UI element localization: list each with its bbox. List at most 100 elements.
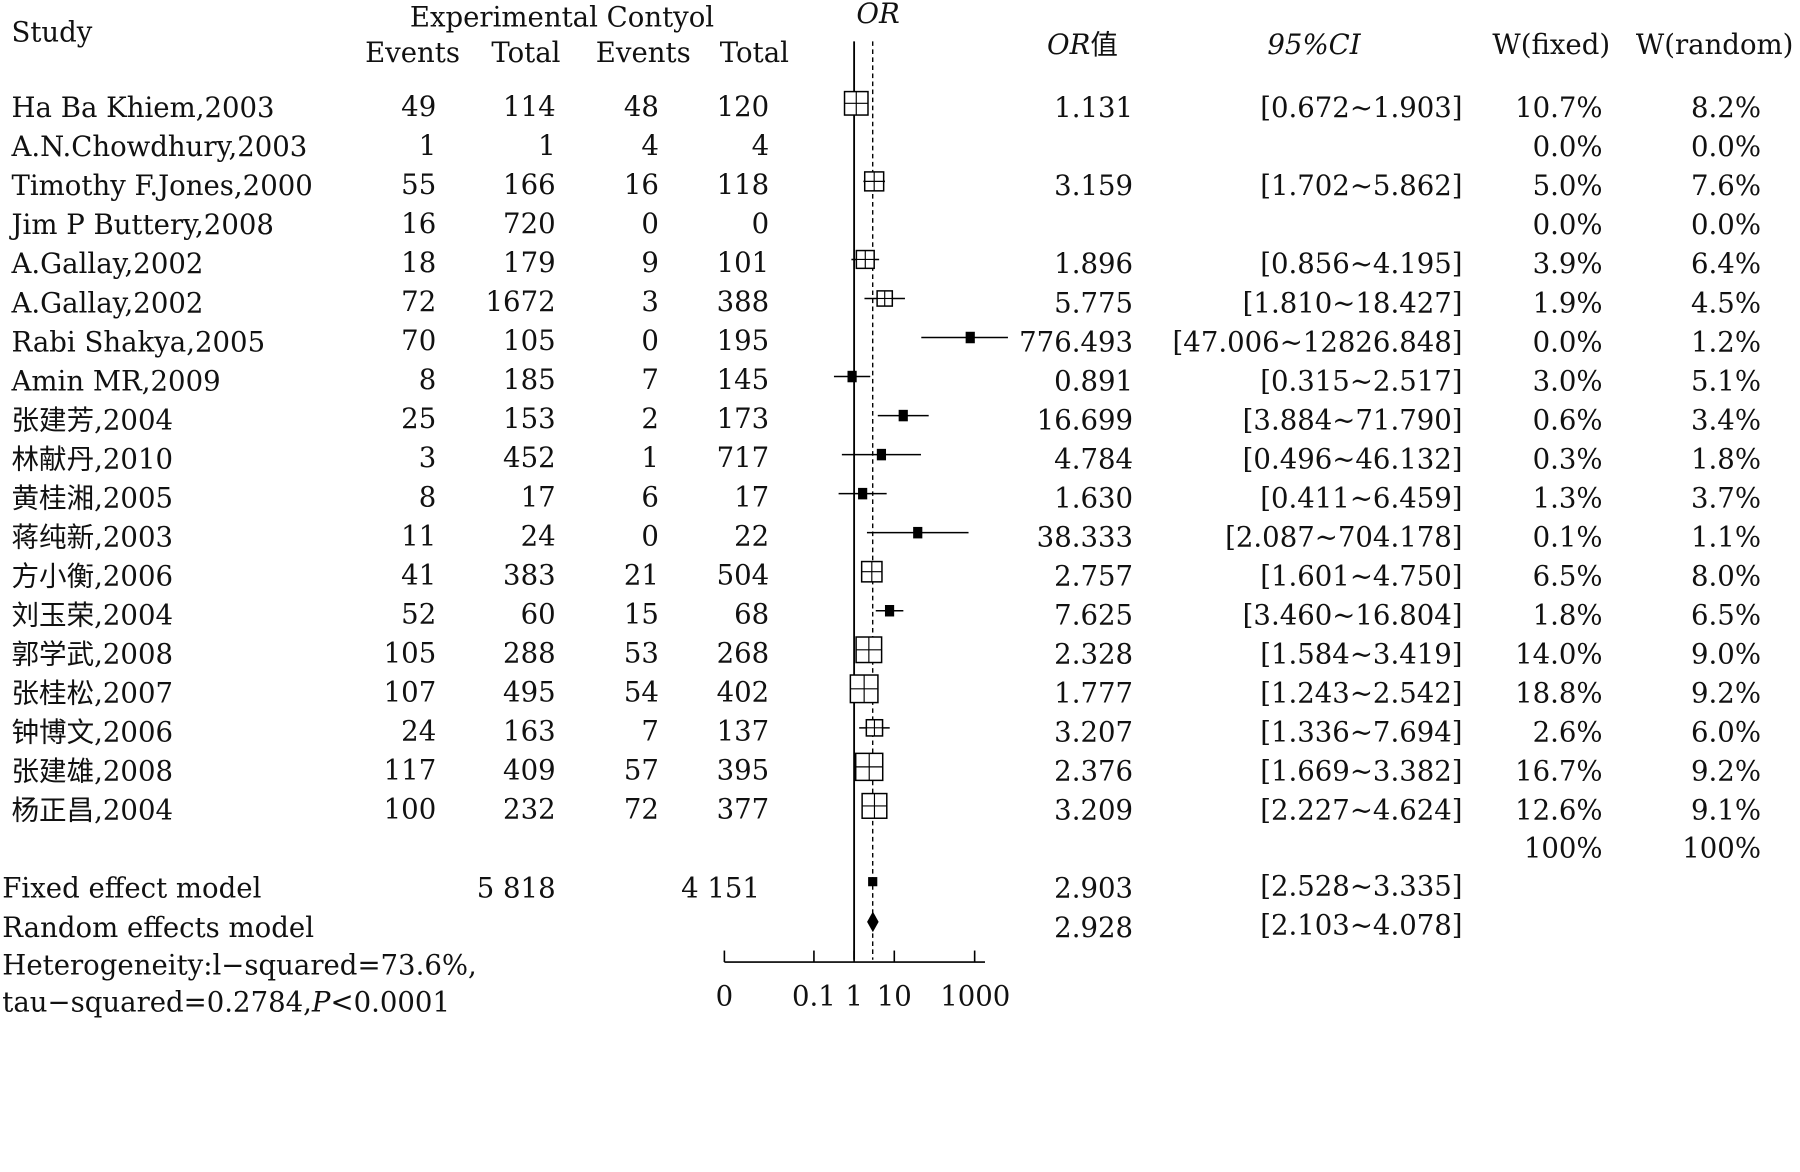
events-experimental: 52 [401,598,437,631]
w-fixed: 18.8% [1515,677,1603,710]
total-experimental: 179 [503,246,556,279]
or-value: 3.209 [1054,794,1134,827]
total-control: 137 [716,715,770,748]
w-random: 6.4% [1691,247,1762,281]
events-control: 0 [641,324,659,358]
total-experimental: 1672 [485,285,556,318]
ci-value: [1.702~5.862] [1260,169,1463,203]
or-value: 0.891 [1054,365,1134,398]
study-name: Rabi Shakya,2005 [11,326,266,359]
study-marker [876,448,887,461]
events-control: 6 [641,481,659,514]
study-name: 方小衡,2006 [11,560,174,593]
total-control: 22 [734,520,770,553]
w-random: 1.8% [1691,443,1762,476]
events-control: 0 [641,207,659,240]
events-experimental: 49 [401,90,437,123]
header-or-value-italic: OR [1046,28,1091,61]
events-experimental: 25 [401,402,437,436]
w-fixed: 6.5% [1532,560,1603,593]
header-or-value: OR值 [1047,31,1118,59]
heterogeneity-line1: Heterogeneity:l−squared=73.6%, [2,949,477,982]
events-control: 48 [623,90,659,123]
study-marker [847,370,857,383]
w-fixed: 3.9% [1532,247,1603,281]
total-control: 17 [734,481,770,514]
ci-value: [1.584~3.419] [1260,638,1463,671]
study-name: A.Gallay,2002 [11,247,204,281]
total-experimental: 153 [503,402,556,436]
w-random: 3.4% [1691,404,1762,437]
fixed-total-control: 4 151 [681,872,760,905]
or-value: 16.699 [1036,404,1134,437]
x-axis [723,950,985,963]
events-control: 15 [623,598,659,631]
study-name: 张桂松,2007 [11,677,174,710]
or-value: 2.757 [1054,560,1134,593]
total-experimental: 185 [503,363,556,397]
events-experimental: 18 [401,246,437,279]
header-study: Study [11,16,93,49]
w-random: 9.2% [1691,677,1762,710]
ci-value: [0.411~6.459] [1260,482,1463,515]
total-experimental: 17 [520,481,556,514]
header-ci: 95%CI [1267,28,1361,61]
or-value: 1.131 [1054,91,1134,124]
total-experimental: 166 [503,168,556,201]
w-fixed: 10.7% [1515,91,1603,124]
study-name: 杨正昌,2004 [11,794,174,827]
fixed-or-value: 2.903 [1054,872,1134,905]
total-control: 717 [716,441,770,475]
events-control: 0 [641,520,659,553]
total-control: 195 [716,324,770,358]
heterogeneity-p-value: <0.0001 [330,986,450,1019]
study-marker [965,331,975,344]
events-control: 2 [641,402,659,436]
events-control: 16 [623,168,659,201]
events-experimental: 70 [401,324,437,358]
or-value: 7.625 [1054,599,1134,632]
total-control: 377 [716,793,770,826]
w-fixed: 0.0% [1532,208,1603,242]
w-random: 9.1% [1691,794,1762,827]
events-experimental: 11 [401,520,437,553]
w-fixed: 5.0% [1532,169,1603,203]
events-experimental: 1 [418,129,437,162]
or-value: 5.775 [1054,287,1134,320]
w-random: 6.0% [1691,716,1762,749]
w-fixed: 0.0% [1532,130,1603,164]
events-control: 4 [641,129,659,162]
total-control: 4 [751,129,770,162]
events-control: 9 [641,246,659,279]
w-random: 7.6% [1691,169,1762,203]
total-control: 120 [716,90,770,123]
events-control: 72 [623,793,659,826]
w-fixed: 3.0% [1532,365,1603,398]
w-fixed: 12.6% [1515,794,1603,827]
study-name: 林献丹,2010 [11,443,174,476]
total-control: 388 [716,285,770,318]
heterogeneity-line2: tau−squared=0.2784,P<0.0001 [2,988,450,1016]
events-experimental: 55 [401,168,437,201]
total-control: 118 [716,168,770,201]
total-w-fixed: 100% [1523,832,1603,865]
ci-value: [1.336~7.694] [1260,716,1463,749]
ci-value: [1.810~18.427] [1242,287,1463,320]
ci-value: [0.856~4.195] [1260,247,1463,281]
study-name: 钟博文,2006 [11,716,174,749]
x-tick-label: 0 [715,980,734,1013]
w-random: 1.1% [1691,521,1762,554]
ci-value: [1.243~2.542] [1260,677,1463,710]
study-name: Amin MR,2009 [11,365,221,398]
events-control: 53 [623,637,659,670]
study-name: 郭学武,2008 [11,638,174,671]
events-experimental: 41 [401,559,437,592]
or-value: 1.896 [1054,247,1134,281]
events-control: 3 [641,285,659,318]
study-marker [884,604,895,617]
or-value: 4.784 [1054,443,1134,476]
events-control: 1 [641,441,659,475]
total-control: 68 [734,598,770,631]
forest-plot [723,41,1008,963]
w-fixed: 16.7% [1515,755,1603,788]
